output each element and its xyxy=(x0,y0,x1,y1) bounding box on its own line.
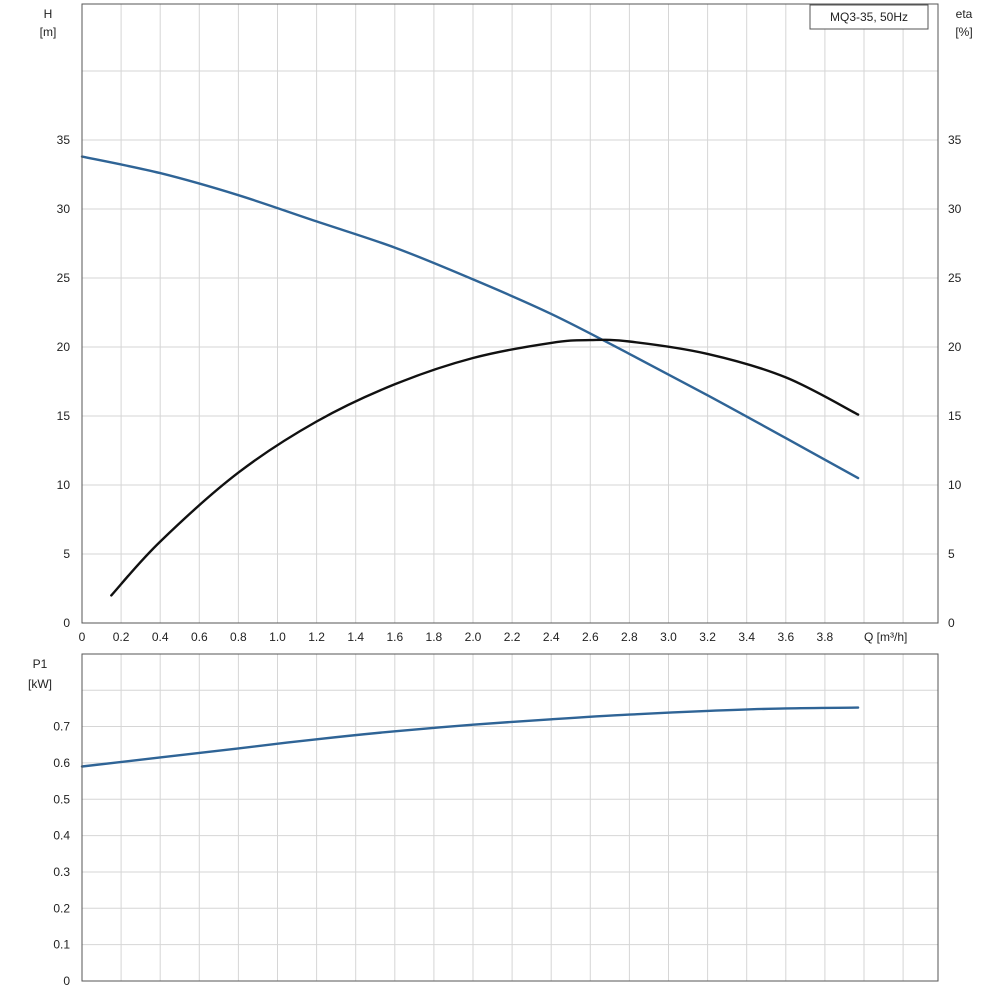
series-line-eta xyxy=(110,338,860,597)
power-axis-unit: [kW] xyxy=(28,677,52,691)
power-tick-label: 0.2 xyxy=(53,901,70,915)
x-tick-label: 2.4 xyxy=(543,630,560,644)
x-tick-label: 3.2 xyxy=(699,630,716,644)
power-tick-label: 0 xyxy=(63,974,70,988)
x-tick-label: 0.2 xyxy=(113,630,130,644)
x-tick-label: 1.4 xyxy=(347,630,364,644)
power-tick-label: 0.1 xyxy=(53,938,70,952)
legend-label: MQ3-35, 50Hz xyxy=(830,10,908,24)
power-tick-label: 0.3 xyxy=(53,865,70,879)
x-tick-label: 3.6 xyxy=(777,630,794,644)
right-tick-label: 15 xyxy=(948,409,962,423)
left-axis-unit: [m] xyxy=(40,25,57,39)
left-tick-label: 20 xyxy=(57,340,71,354)
x-tick-label: 3.0 xyxy=(660,630,677,644)
right-tick-label: 10 xyxy=(948,478,962,492)
x-axis-ticks: 0 0.2 0.4 0.6 0.8 1.0 1.2 1.4 1.6 1.8 2.0 2.2 2.4 2.6… xyxy=(79,630,834,644)
right-tick-label: 20 xyxy=(948,340,962,354)
x-tick-label: 0 xyxy=(79,630,86,644)
right-tick-label: 5 xyxy=(948,547,955,561)
top-right-axis-ticks: 0 5 10 15 20 25 30 35 xyxy=(948,133,962,630)
right-tick-label: 25 xyxy=(948,271,962,285)
x-tick-label: 2.2 xyxy=(504,630,521,644)
x-tick-label: 0.4 xyxy=(152,630,169,644)
x-tick-label: 2.0 xyxy=(465,630,482,644)
bottom-plot-frame xyxy=(81,653,939,982)
top-left-axis-ticks: 0 5 10 15 20 25 30 35 xyxy=(57,133,71,630)
x-axis-title: Q [m³/h] xyxy=(864,630,907,644)
power-axis-title: P1 xyxy=(33,657,48,671)
bottom-grid xyxy=(82,654,938,982)
x-tick-label: 0.8 xyxy=(230,630,247,644)
left-tick-label: 10 xyxy=(57,478,71,492)
right-axis-title: eta xyxy=(956,7,973,21)
x-tick-label: 3.4 xyxy=(738,630,755,644)
top-grid xyxy=(82,4,938,624)
power-tick-label: 0.5 xyxy=(53,792,70,806)
x-tick-label: 2.8 xyxy=(621,630,638,644)
top-plot-frame xyxy=(81,3,939,624)
x-tick-label: 1.8 xyxy=(426,630,443,644)
x-tick-label: 2.6 xyxy=(582,630,599,644)
right-axis-unit: [%] xyxy=(955,25,972,39)
x-tick-label: 1.0 xyxy=(269,630,286,644)
legend-box xyxy=(809,4,929,30)
left-tick-label: 5 xyxy=(63,547,70,561)
left-tick-label: 25 xyxy=(57,271,71,285)
bottom-axis-ticks: 0 0.1 0.2 0.3 0.4 0.5 0.6 0.7 xyxy=(53,720,70,988)
left-tick-label: 30 xyxy=(57,202,71,216)
power-tick-label: 0.4 xyxy=(53,829,70,843)
right-tick-label: 0 xyxy=(948,616,955,630)
left-axis-title: H xyxy=(44,7,53,21)
bottom-series xyxy=(80,706,860,768)
x-tick-label: 0.6 xyxy=(191,630,208,644)
left-tick-label: 0 xyxy=(63,616,70,630)
series-line-h xyxy=(80,155,860,480)
legend: MQ3-35, 50Hz xyxy=(809,4,929,30)
power-tick-label: 0.7 xyxy=(53,720,70,734)
right-tick-label: 35 xyxy=(948,133,962,147)
right-tick-label: 30 xyxy=(948,202,962,216)
x-tick-label: 1.2 xyxy=(308,630,325,644)
x-tick-label: 3.8 xyxy=(817,630,834,644)
left-tick-label: 35 xyxy=(57,133,71,147)
power-tick-label: 0.6 xyxy=(53,756,70,770)
series-line-p1 xyxy=(80,706,860,768)
x-tick-label: 1.6 xyxy=(386,630,403,644)
top-series xyxy=(80,155,860,597)
left-tick-label: 15 xyxy=(57,409,71,423)
